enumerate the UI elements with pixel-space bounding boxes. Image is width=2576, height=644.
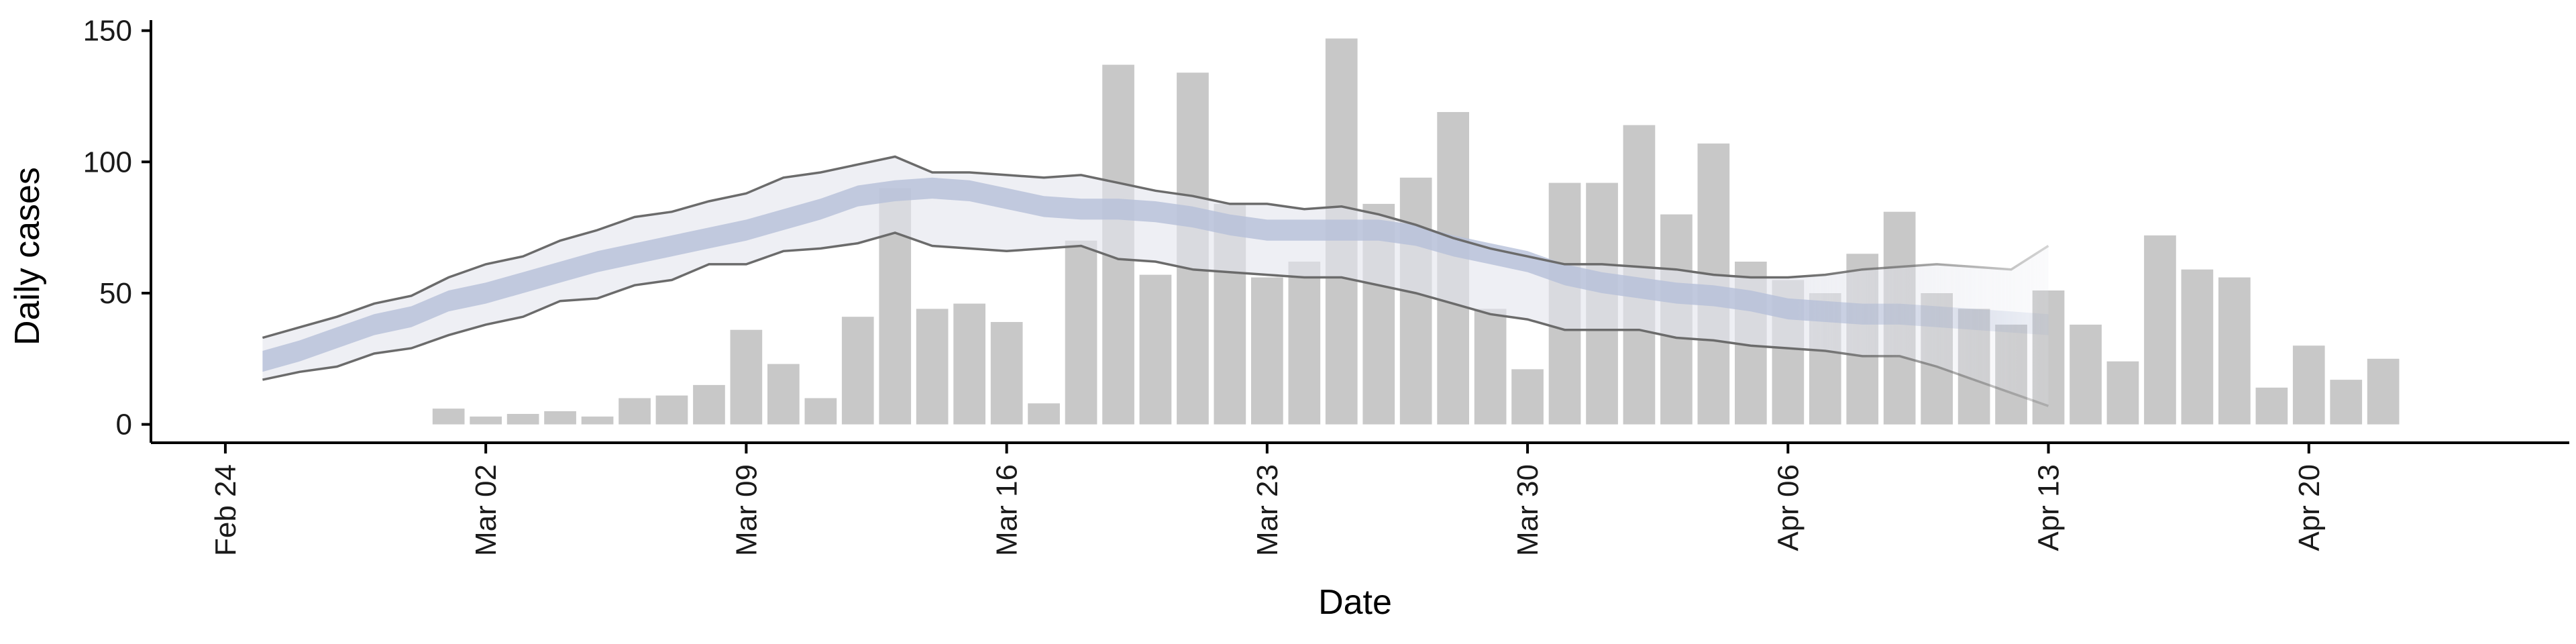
- x-axis-title: Date: [1318, 583, 1392, 622]
- x-tick-label: Apr 06: [1772, 464, 1805, 551]
- bar: [655, 395, 688, 425]
- interval-band: [262, 156, 2049, 407]
- x-tick-label: Mar 23: [1251, 464, 1284, 556]
- bar: [1288, 262, 1321, 425]
- median-band: [262, 177, 2049, 372]
- y-axis-title: Daily cases: [8, 167, 47, 345]
- bar: [2292, 345, 2325, 425]
- estimate-layer: [262, 155, 2049, 407]
- bar: [1139, 274, 1172, 425]
- bar: [1028, 403, 1060, 425]
- bar: [2070, 324, 2102, 425]
- bar: [2144, 235, 2176, 425]
- bar: [581, 416, 614, 425]
- x-tick-label: Mar 09: [730, 464, 763, 556]
- bar: [2367, 358, 2400, 425]
- estimate-bands: [262, 155, 2049, 407]
- x-tick-label: Apr 20: [2293, 464, 2326, 551]
- bar: [2106, 361, 2139, 425]
- bar: [2218, 277, 2251, 425]
- bar: [730, 329, 763, 425]
- x-tick-label: Mar 30: [1511, 464, 1544, 556]
- bar: [2255, 387, 2288, 425]
- bar: [2330, 380, 2363, 425]
- bar: [544, 411, 576, 425]
- bar: [841, 317, 874, 425]
- y-tick-label: 100: [83, 146, 132, 178]
- x-tick-label: Mar 02: [470, 464, 502, 556]
- bar: [470, 416, 502, 425]
- bar: [619, 398, 651, 425]
- y-tick-label: 150: [83, 15, 132, 48]
- bar: [1399, 177, 1432, 425]
- bar: [767, 364, 800, 425]
- lower-bound-line: [262, 231, 2049, 407]
- bar: [2181, 269, 2214, 425]
- bar: [693, 384, 725, 425]
- bar: [990, 322, 1023, 425]
- bar: [1065, 240, 1097, 425]
- x-axis-ticks: Feb 24 Mar 02 Mar 09 Mar 16 Mar 23 Mar 30 Apr …: [209, 443, 2326, 556]
- bar: [432, 409, 465, 425]
- axes-layer: [150, 20, 2569, 444]
- upper-bound-line: [262, 155, 2049, 339]
- bar: [1474, 309, 1507, 425]
- bar: [804, 398, 837, 425]
- bar: [506, 414, 539, 425]
- bar: [1511, 369, 1544, 425]
- bar: [916, 309, 949, 425]
- x-tick-label: Mar 16: [991, 464, 1024, 556]
- x-tick-label: Apr 13: [2033, 464, 2065, 551]
- y-tick-label: 50: [99, 277, 132, 310]
- y-axis-ticks: 0 50 100 150: [83, 15, 151, 441]
- bar: [1251, 277, 1283, 425]
- y-tick-label: 0: [116, 409, 132, 441]
- x-tick-label: Feb 24: [209, 464, 242, 556]
- bar: [953, 303, 985, 425]
